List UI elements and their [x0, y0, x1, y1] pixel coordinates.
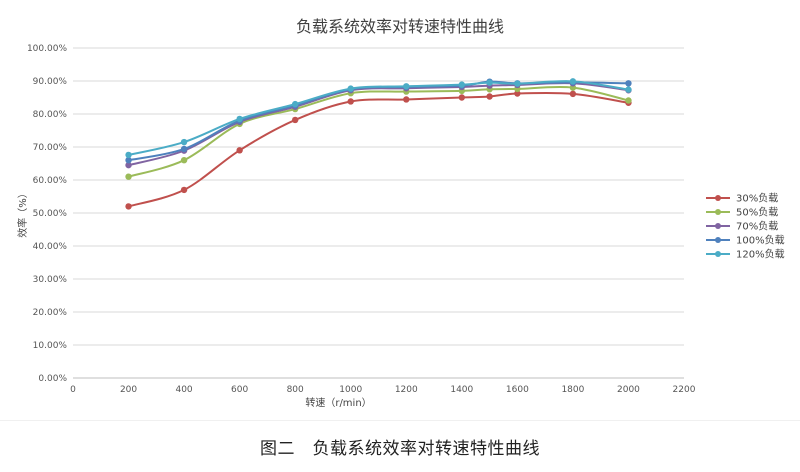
legend-item: 100%负载	[706, 234, 785, 247]
y-tick-label: 80.00%	[33, 110, 68, 120]
grid-lines	[73, 47, 684, 346]
data-point	[180, 138, 188, 146]
legend-marker	[715, 251, 721, 257]
data-point	[514, 90, 521, 97]
y-tick-label: 100.00%	[27, 44, 67, 54]
legend-label: 120%负载	[736, 248, 785, 261]
y-tick-label: 50.00%	[33, 209, 68, 219]
data-point	[403, 96, 410, 103]
legend-label: 100%负载	[736, 234, 785, 247]
series-layer	[125, 78, 632, 210]
x-tick-label: 400	[175, 385, 192, 395]
x-tick-label: 1400	[450, 385, 473, 395]
y-axis-ticks: 0.00% 10.00% 20.00% 30.00% 40.00% 50.00% 60.00…	[27, 44, 67, 384]
x-tick-label: 600	[231, 385, 248, 395]
x-tick-label: 1000	[339, 385, 362, 395]
data-point	[486, 93, 493, 100]
data-point	[625, 80, 632, 87]
data-point	[180, 157, 188, 164]
data-point	[125, 173, 132, 180]
y-tick-label: 70.00%	[33, 143, 68, 153]
line-chart: 负载系统效率对转速特性曲线 0.00% 10.00% 20.00% 30.00% 40.…	[16, 17, 785, 409]
data-point	[236, 115, 243, 123]
data-point	[236, 147, 243, 154]
x-tick-label: 1600	[506, 385, 529, 395]
legend-label: 30%负载	[736, 192, 778, 205]
divider	[0, 420, 800, 421]
legend-item: 30%负载	[706, 192, 778, 205]
data-point	[180, 186, 188, 194]
legend-label: 50%负载	[736, 206, 778, 219]
data-point	[569, 78, 577, 85]
series	[125, 90, 632, 210]
x-axis-ticks: 0 200 400 600 800 1000 1200 1400 1600 1800 2000 220…	[70, 385, 696, 395]
y-axis-label: 效率（%）	[16, 188, 29, 238]
series-line	[128, 91, 629, 208]
data-point	[625, 97, 632, 104]
data-point	[125, 151, 132, 159]
data-point	[486, 79, 493, 86]
figure-caption: 图二 负载系统效率对转速特性曲线	[260, 439, 540, 459]
series	[125, 78, 632, 159]
series-line	[128, 82, 629, 167]
data-point	[291, 116, 299, 124]
legend-marker	[715, 209, 721, 215]
x-tick-label: 200	[120, 385, 137, 395]
y-tick-label: 30.00%	[33, 275, 68, 285]
legend-marker	[715, 237, 721, 243]
legend-item: 70%负载	[706, 220, 778, 233]
legend-item: 50%负载	[706, 206, 778, 219]
y-tick-label: 90.00%	[33, 77, 68, 87]
data-point	[125, 161, 132, 169]
y-tick-label: 10.00%	[33, 341, 68, 351]
y-tick-label: 20.00%	[33, 308, 68, 318]
data-point	[291, 100, 299, 108]
y-tick-label: 0.00%	[38, 374, 67, 384]
data-point	[125, 203, 132, 210]
x-tick-label: 0	[70, 385, 76, 395]
x-tick-label: 1800	[561, 385, 584, 395]
x-tick-label: 2000	[617, 385, 640, 395]
legend-marker	[715, 195, 721, 201]
data-point	[458, 81, 466, 88]
x-tick-label: 1200	[395, 385, 418, 395]
y-tick-label: 40.00%	[33, 242, 68, 252]
data-point	[403, 83, 410, 90]
x-tick-label: 800	[287, 385, 304, 395]
data-point	[180, 145, 188, 153]
x-axis-label: 转速（r/min）	[305, 396, 371, 409]
legend-item: 120%负载	[706, 248, 785, 261]
chart-title: 负载系统效率对转速特性曲线	[296, 17, 504, 36]
data-point	[347, 85, 354, 92]
data-point	[514, 80, 521, 87]
legend-label: 70%负载	[736, 220, 778, 233]
data-point	[125, 157, 132, 164]
data-point	[347, 98, 354, 105]
y-tick-label: 60.00%	[33, 176, 68, 186]
data-point	[625, 86, 632, 93]
legend-marker	[715, 223, 721, 229]
data-point	[569, 90, 577, 98]
x-tick-label: 2200	[673, 385, 696, 395]
data-point	[458, 94, 466, 101]
